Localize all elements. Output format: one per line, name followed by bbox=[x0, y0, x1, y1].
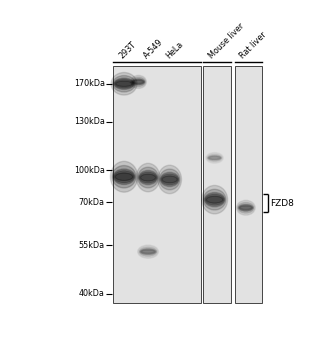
Ellipse shape bbox=[136, 163, 160, 192]
Ellipse shape bbox=[141, 250, 155, 253]
Ellipse shape bbox=[140, 172, 157, 183]
Ellipse shape bbox=[237, 200, 255, 215]
Bar bbox=[113, 66, 201, 303]
Ellipse shape bbox=[113, 76, 135, 92]
Ellipse shape bbox=[138, 245, 158, 258]
Ellipse shape bbox=[209, 156, 220, 159]
Text: Rat liver: Rat liver bbox=[238, 30, 268, 60]
Ellipse shape bbox=[139, 170, 157, 185]
Ellipse shape bbox=[133, 79, 144, 84]
Ellipse shape bbox=[113, 169, 135, 184]
Text: A-549: A-549 bbox=[142, 37, 165, 60]
Text: 100kDa: 100kDa bbox=[74, 166, 105, 175]
Ellipse shape bbox=[114, 79, 134, 88]
Ellipse shape bbox=[114, 78, 134, 89]
Ellipse shape bbox=[159, 169, 180, 190]
Ellipse shape bbox=[140, 174, 156, 181]
Ellipse shape bbox=[202, 186, 228, 214]
Text: 130kDa: 130kDa bbox=[74, 117, 105, 126]
Ellipse shape bbox=[208, 156, 221, 160]
Ellipse shape bbox=[240, 206, 252, 210]
Ellipse shape bbox=[138, 167, 158, 188]
Ellipse shape bbox=[132, 79, 145, 85]
Ellipse shape bbox=[110, 161, 138, 192]
Ellipse shape bbox=[160, 172, 179, 187]
Bar bbox=[203, 66, 231, 303]
Ellipse shape bbox=[140, 248, 156, 255]
Ellipse shape bbox=[162, 176, 177, 183]
Text: 40kDa: 40kDa bbox=[79, 289, 105, 299]
Ellipse shape bbox=[203, 189, 226, 210]
Text: HeLa: HeLa bbox=[165, 39, 185, 60]
Ellipse shape bbox=[161, 174, 178, 185]
Ellipse shape bbox=[114, 171, 134, 183]
Ellipse shape bbox=[111, 72, 137, 95]
Ellipse shape bbox=[131, 75, 146, 89]
Ellipse shape bbox=[139, 247, 157, 257]
Ellipse shape bbox=[131, 77, 145, 87]
Text: Mouse liver: Mouse liver bbox=[207, 21, 246, 60]
Ellipse shape bbox=[158, 165, 182, 194]
Text: FZD8: FZD8 bbox=[271, 198, 294, 208]
Ellipse shape bbox=[205, 194, 224, 205]
Bar bbox=[235, 66, 262, 303]
Ellipse shape bbox=[206, 196, 223, 203]
Text: 293T: 293T bbox=[117, 40, 138, 60]
Ellipse shape bbox=[239, 205, 253, 211]
Text: 70kDa: 70kDa bbox=[79, 198, 105, 207]
Ellipse shape bbox=[204, 193, 225, 207]
Ellipse shape bbox=[133, 80, 144, 84]
Text: 55kDa: 55kDa bbox=[79, 241, 105, 250]
Ellipse shape bbox=[238, 202, 254, 213]
Ellipse shape bbox=[207, 154, 222, 162]
Ellipse shape bbox=[116, 81, 132, 86]
Ellipse shape bbox=[112, 166, 136, 188]
Ellipse shape bbox=[208, 155, 221, 161]
Ellipse shape bbox=[115, 173, 133, 181]
Text: 170kDa: 170kDa bbox=[74, 79, 105, 88]
Ellipse shape bbox=[140, 249, 156, 254]
Ellipse shape bbox=[238, 204, 253, 211]
